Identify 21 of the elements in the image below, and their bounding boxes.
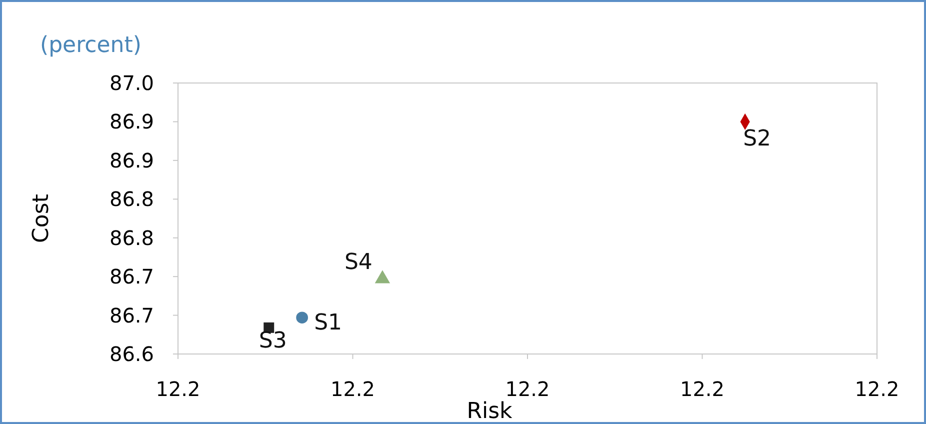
y-tick-label: 86.7 — [109, 303, 154, 328]
series-label: S1 — [314, 310, 342, 336]
y-axis-title: Cost — [29, 194, 54, 243]
y-tick-label: 86.7 — [109, 264, 154, 289]
y-tick-label: 86.8 — [109, 187, 154, 212]
x-tick-label: 12.2 — [330, 377, 376, 401]
series-label: S3 — [258, 328, 287, 354]
y-tick-label: 86.8 — [109, 226, 154, 250]
y-tick-label: 86.9 — [109, 148, 154, 172]
y-tick-label: 86.9 — [109, 110, 154, 134]
x-tick-label: 12.2 — [505, 377, 550, 401]
x-tick-label: 12.2 — [854, 377, 900, 401]
y-tick-label: 87.0 — [109, 71, 154, 95]
x-tick-label: 12.2 — [156, 377, 200, 401]
y-tick-label: 86.6 — [109, 342, 154, 366]
series-label: S4 — [344, 250, 372, 275]
x-axis-title: Risk — [466, 399, 513, 424]
point — [296, 312, 308, 324]
series-label: S2 — [743, 126, 772, 152]
chart-subtitle: (percent) — [40, 33, 142, 58]
x-tick-label: 12.2 — [680, 377, 725, 401]
